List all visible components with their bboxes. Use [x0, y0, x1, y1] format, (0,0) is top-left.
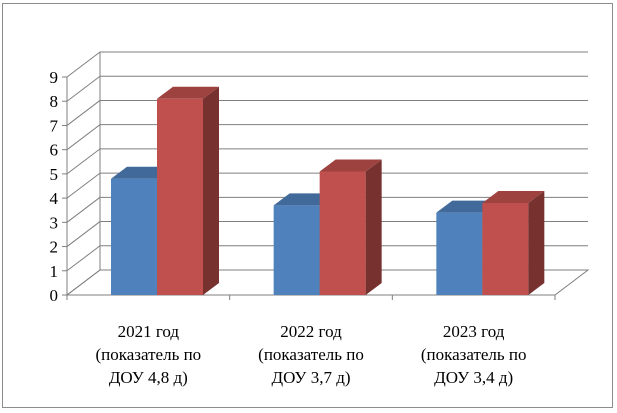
side-gridline: [66, 51, 101, 78]
side-gridline: [66, 245, 101, 272]
bar: [273, 205, 320, 295]
bar-top: [319, 159, 382, 172]
side-gridline: [66, 196, 101, 223]
bar-top: [157, 86, 219, 99]
side-gridline: [66, 75, 101, 102]
bar-side: [365, 159, 382, 295]
y-tick-label: 6: [50, 141, 59, 160]
y-tick-label: 2: [50, 238, 59, 257]
y-tick-label: 0: [50, 286, 59, 305]
x-category-label: (показатель по: [421, 345, 527, 364]
side-gridline: [66, 269, 101, 296]
y-tick-label: 4: [50, 189, 59, 208]
side-gridline: [66, 124, 101, 151]
y-tick-label: 5: [50, 165, 59, 184]
bar: [436, 212, 483, 295]
y-tick-label: 1: [50, 262, 59, 281]
y-tick-label: 7: [50, 116, 59, 135]
side-gridline: [66, 148, 101, 175]
x-category-label: (показатель по: [258, 345, 364, 364]
bar: [157, 98, 203, 295]
bar-top: [482, 190, 545, 203]
x-category-label: ДОУ 3,4 д): [434, 368, 513, 387]
bar: [482, 202, 529, 295]
bar: [319, 171, 366, 295]
x-category-label: (показатель по: [95, 345, 201, 364]
x-category-label: 2021 год: [118, 322, 180, 341]
bar: [111, 178, 157, 295]
bar-side: [528, 190, 545, 295]
y-tick-label: 9: [50, 68, 59, 87]
y-tick-label: 8: [50, 92, 59, 111]
x-category-label: ДОУ 4,8 д): [109, 368, 188, 387]
x-category-label: ДОУ 3,7 д): [271, 368, 350, 387]
bar-side: [203, 86, 219, 295]
chart-frame: [2, 3, 613, 408]
side-gridline: [66, 221, 101, 247]
y-tick-label: 3: [50, 213, 59, 232]
x-category-label: 2023 год: [443, 322, 505, 341]
side-gridline: [66, 100, 101, 126]
x-category-label: 2022 год: [280, 322, 342, 341]
side-gridline: [66, 172, 101, 199]
